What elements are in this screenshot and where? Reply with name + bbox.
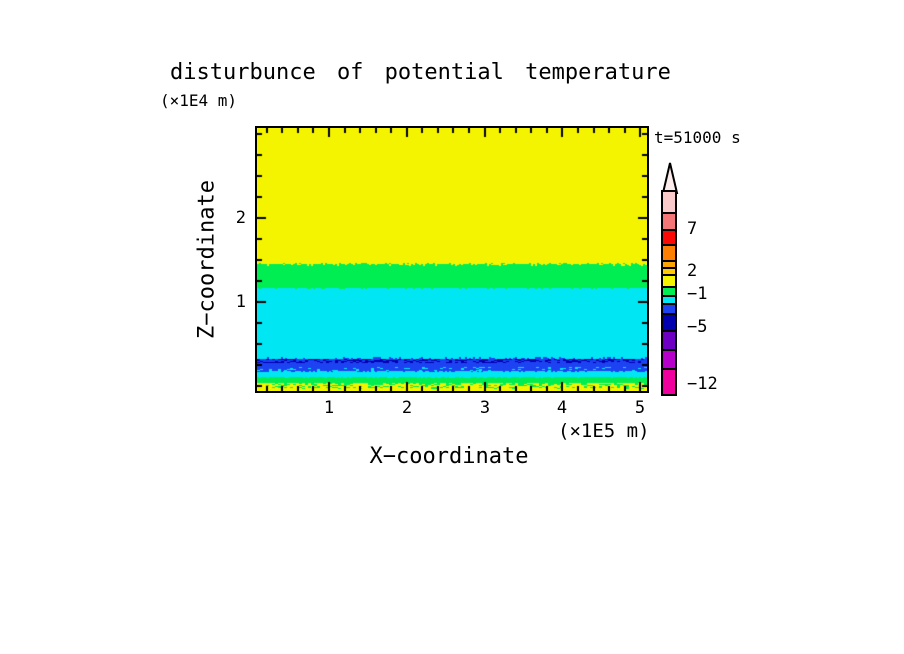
x-axis-title: X−coordinate — [369, 444, 529, 469]
y-axis-unit-label: (×1E4 m) — [160, 91, 238, 110]
colorbar-segment — [661, 368, 677, 396]
y-tick-label: 1 — [235, 292, 246, 312]
x-tick-label: 2 — [401, 398, 413, 418]
colorbar-segment — [661, 190, 677, 214]
colorbar-segment — [661, 330, 677, 351]
x-tick-label: 5 — [634, 398, 646, 418]
colorbar-tick-label: 2 — [687, 261, 698, 281]
colorbar-tick-label: −5 — [687, 317, 708, 337]
colorbar-segments — [661, 190, 677, 396]
chart-title: disturbunce of potential temperature — [170, 60, 671, 85]
time-annotation: t=51000 s — [654, 128, 741, 147]
plot-area — [255, 126, 649, 393]
y-axis-title: Z−coordinate — [194, 180, 220, 339]
colorbar: 7 2 −1 −5 −12 — [661, 161, 721, 411]
x-tick-label: 3 — [479, 398, 491, 418]
heatmap-canvas — [257, 128, 647, 391]
x-axis-unit-label: (×1E5 m) — [558, 420, 650, 442]
colorbar-tick-label: −12 — [687, 374, 718, 394]
y-tick-label: 2 — [235, 208, 246, 228]
x-tick-label: 4 — [556, 398, 568, 418]
colorbar-tick-label: 7 — [687, 219, 698, 239]
colorbar-tick-label: −1 — [687, 284, 708, 304]
x-tick-label: 1 — [323, 398, 335, 418]
colorbar-segment — [661, 349, 677, 370]
